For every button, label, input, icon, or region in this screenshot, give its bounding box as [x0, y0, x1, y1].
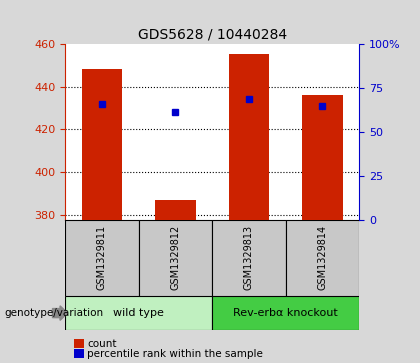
- Text: percentile rank within the sample: percentile rank within the sample: [87, 349, 263, 359]
- Text: GSM1329812: GSM1329812: [171, 225, 180, 290]
- Bar: [212, 296, 359, 330]
- Bar: [139, 220, 212, 296]
- Bar: [65, 220, 139, 296]
- Bar: [155, 200, 196, 220]
- Bar: [228, 54, 269, 220]
- Text: wild type: wild type: [113, 308, 164, 318]
- Text: GSM1329811: GSM1329811: [97, 225, 107, 290]
- Text: GSM1329814: GSM1329814: [318, 225, 327, 290]
- Title: GDS5628 / 10440284: GDS5628 / 10440284: [137, 27, 287, 41]
- Text: genotype/variation: genotype/variation: [4, 308, 103, 318]
- Text: Rev-erbα knockout: Rev-erbα knockout: [233, 308, 338, 318]
- Bar: [212, 220, 286, 296]
- Bar: [286, 220, 359, 296]
- Bar: [65, 296, 212, 330]
- Bar: [302, 95, 343, 220]
- Bar: [81, 69, 122, 220]
- Text: count: count: [87, 339, 116, 349]
- Text: GSM1329813: GSM1329813: [244, 225, 254, 290]
